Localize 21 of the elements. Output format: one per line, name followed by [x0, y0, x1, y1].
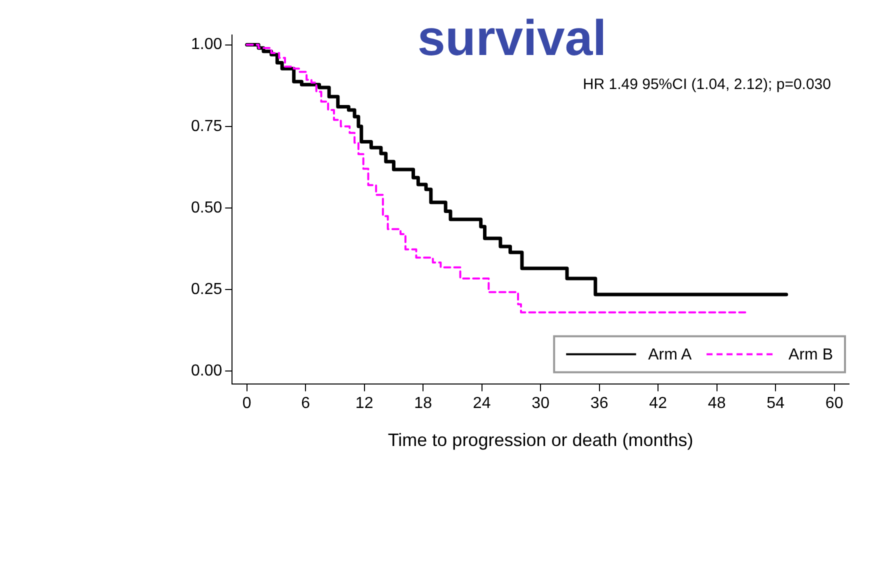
x-tick-label: 0 — [242, 395, 252, 412]
y-tick-label: 0.50 — [191, 199, 222, 216]
x-tick-label: 54 — [766, 395, 785, 412]
x-tick-label: 18 — [414, 395, 432, 412]
y-tick-label: 0.25 — [191, 280, 222, 298]
y-tick-label: 1.00 — [191, 36, 222, 54]
x-tick-label: 12 — [355, 395, 374, 412]
annotation: HR 1.49 95%CI (1.04, 2.12); p=0.030 — [582, 76, 831, 94]
y-tick-label: 0.75 — [191, 118, 222, 135]
y-tick-label: 0.00 — [191, 362, 222, 380]
x-tick-label: 60 — [825, 395, 844, 412]
x-tick-label: 30 — [532, 395, 550, 412]
x-tick-label: 48 — [708, 395, 726, 412]
x-tick-label: 24 — [472, 395, 491, 412]
chart-title: survival — [417, 10, 607, 66]
x-axis-title: Time to progression or death (months) — [388, 430, 694, 450]
x-tick-label: 6 — [301, 395, 310, 412]
legend-label: Arm B — [788, 346, 834, 364]
x-tick-label: 42 — [649, 395, 668, 412]
legend-label: Arm A — [648, 346, 692, 364]
x-tick-label: 36 — [590, 395, 608, 412]
